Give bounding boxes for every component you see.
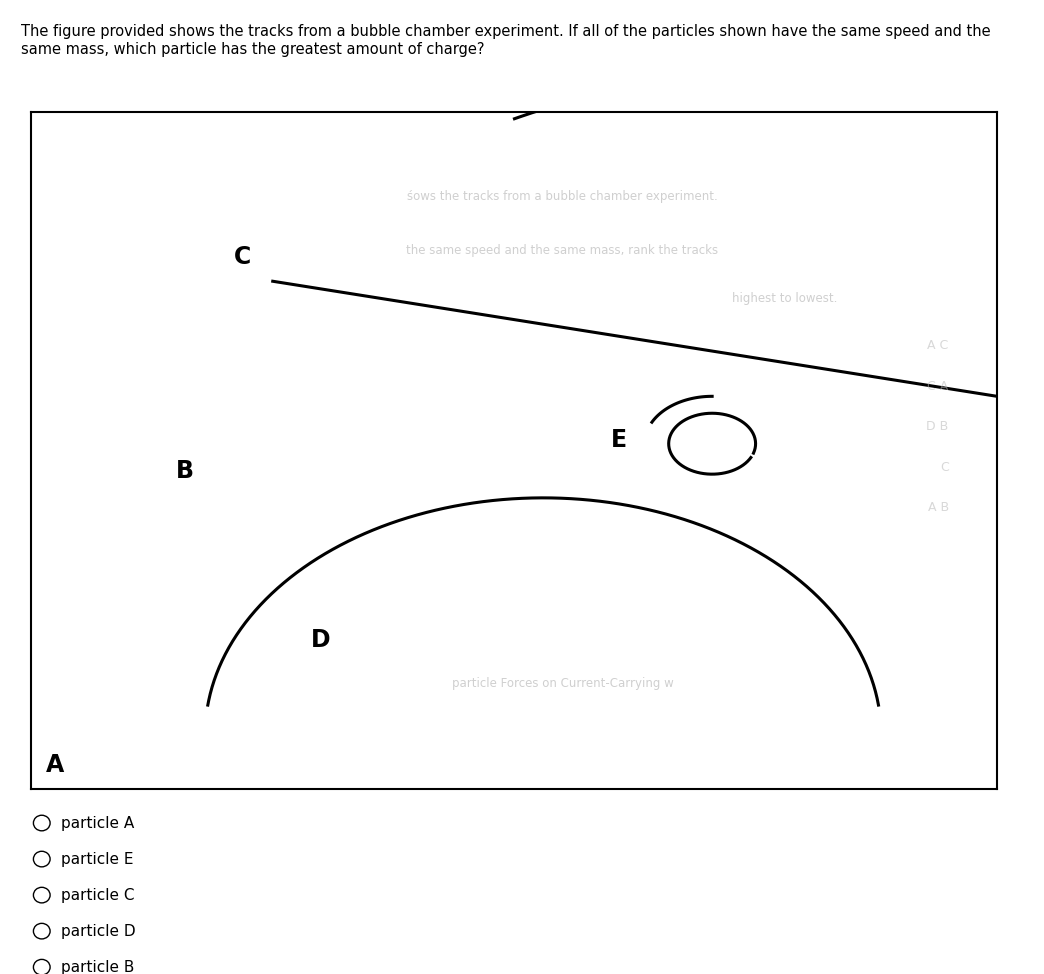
Text: E: E [611, 429, 626, 452]
Text: particle B: particle B [61, 959, 134, 974]
Text: particle E: particle E [61, 851, 133, 867]
Text: particle D: particle D [61, 923, 135, 939]
Text: C A: C A [927, 380, 949, 393]
Text: particle A: particle A [61, 815, 134, 831]
Text: particle C: particle C [61, 887, 134, 903]
Text: A B: A B [928, 502, 949, 514]
Text: D: D [311, 628, 331, 652]
Text: The figure provided shows the tracks from a bubble chamber experiment. If all of: The figure provided shows the tracks fro… [21, 24, 991, 56]
Text: A: A [46, 753, 64, 777]
Text: C: C [234, 245, 252, 270]
Text: highest to lowest.: highest to lowest. [732, 291, 837, 305]
Text: C: C [940, 461, 949, 473]
Text: B: B [176, 459, 194, 482]
Text: śows the tracks from a bubble chamber experiment.: śows the tracks from a bubble chamber ex… [407, 190, 718, 203]
Text: D B: D B [926, 420, 949, 433]
Text: particle Forces on Current-Carrying w: particle Forces on Current-Carrying w [452, 677, 673, 691]
Text: the same speed and the same mass, rank the tracks: the same speed and the same mass, rank t… [406, 244, 718, 257]
Text: A C: A C [927, 339, 949, 352]
